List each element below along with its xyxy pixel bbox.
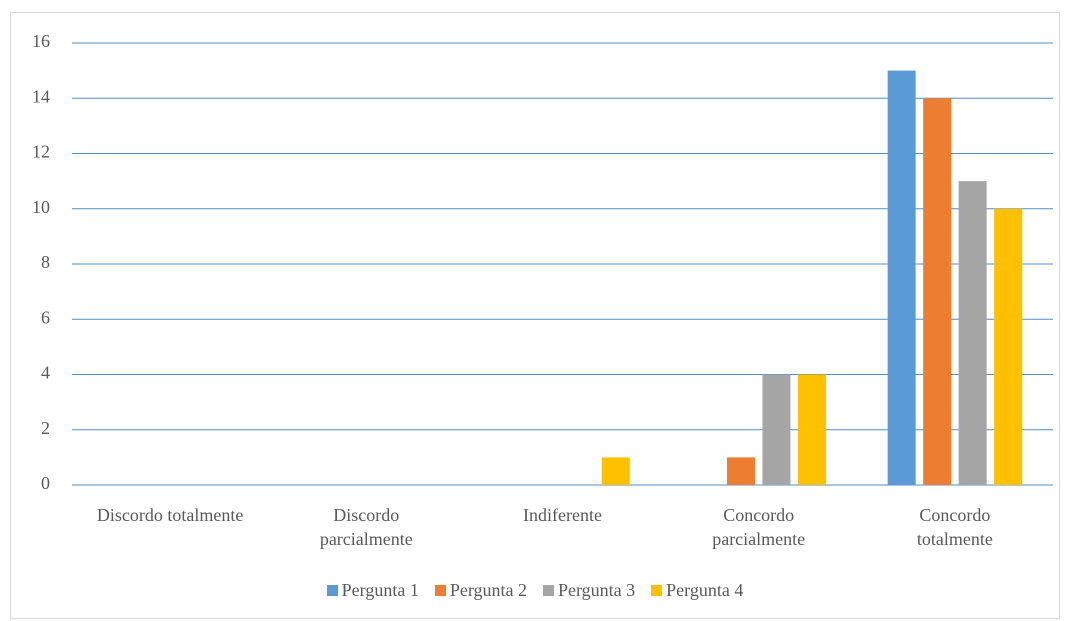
legend-label: Pergunta 2 <box>449 580 527 600</box>
legend-label: Pergunta 3 <box>558 580 636 600</box>
legend-item: Pergunta 3 <box>543 580 635 601</box>
bar <box>726 457 755 485</box>
y-tick-label: 6 <box>41 307 50 327</box>
y-tick-label: 4 <box>41 363 50 383</box>
legend-item: Pergunta 4 <box>651 580 743 601</box>
bar <box>994 208 1023 485</box>
bar <box>923 98 952 485</box>
y-tick-label: 8 <box>41 252 50 272</box>
y-tick-label: 10 <box>32 197 50 217</box>
legend-label: Pergunta 1 <box>341 580 419 600</box>
legend-item: Pergunta 1 <box>326 580 419 601</box>
y-tick-label: 12 <box>32 142 50 162</box>
legend-swatch <box>326 585 338 596</box>
bar <box>601 457 630 485</box>
y-tick-label: 0 <box>41 473 50 493</box>
bar <box>797 374 826 485</box>
legend-swatch <box>434 585 446 596</box>
bar <box>762 374 791 485</box>
y-tick-label: 16 <box>32 31 50 51</box>
bar <box>958 181 987 485</box>
y-tick-label: 14 <box>32 86 50 106</box>
y-tick-label: 2 <box>41 418 50 438</box>
legend: Pergunta 1 Pergunta 2 Pergunta 3 Pergunta 4 <box>0 580 1070 601</box>
legend-label: Pergunta 4 <box>666 580 744 600</box>
x-tick-label: Indiferente <box>523 505 602 525</box>
bar <box>887 70 916 485</box>
legend-swatch <box>651 585 663 596</box>
x-tick-label: Discordo totalmente <box>96 505 244 525</box>
x-tick-label: Concordo parcialmente <box>712 505 806 549</box>
x-tick-label: Discordo parcialmente <box>319 505 413 549</box>
chart-border <box>10 12 1060 619</box>
legend-swatch <box>543 585 554 596</box>
legend-item: Pergunta 2 <box>434 580 527 601</box>
x-tick-label: Concordo totalmente <box>916 505 993 549</box>
